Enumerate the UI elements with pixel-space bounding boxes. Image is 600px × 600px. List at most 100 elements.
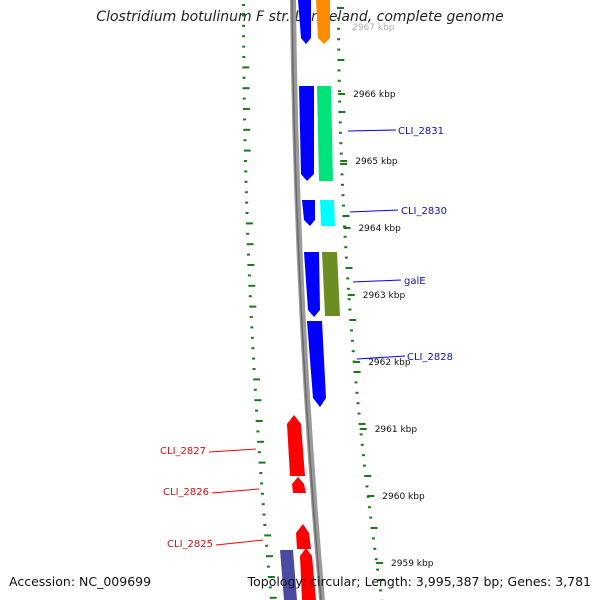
- gene-label-cli-2825: CLI_2825: [167, 539, 213, 550]
- gc-mark: [242, 45, 246, 48]
- scale-tick-label: 2964 kbp: [358, 224, 401, 234]
- gene-label-cli-2828: CLI_2828: [407, 352, 453, 363]
- gc-mark: [344, 246, 348, 249]
- gc-mark: [253, 388, 257, 391]
- gene-cli-2825: [296, 524, 311, 549]
- gc-mark: [367, 506, 371, 509]
- gc-mark: [340, 173, 344, 176]
- leader-line: [349, 209, 399, 213]
- scale-tick: [343, 227, 351, 229]
- scale-tick: [347, 294, 355, 296]
- gc-mark: [254, 399, 262, 402]
- gc-mark: [247, 274, 251, 277]
- gc-mark: [347, 298, 351, 301]
- cds-forward: [299, 86, 314, 181]
- gc-mark: [243, 149, 251, 152]
- cds-reverse-bottom: [300, 548, 316, 600]
- gc-mark: [357, 412, 361, 415]
- gene-cli-2826: [292, 477, 306, 493]
- scale-tick-label: 2963 kbp: [363, 291, 406, 301]
- gc-mark: [242, 108, 250, 110]
- gc-mark: [337, 90, 341, 93]
- gc-skew-left-track: [242, 4, 277, 599]
- gc-mark: [338, 111, 346, 113]
- gc-mark: [370, 527, 378, 529]
- gc-mark: [245, 201, 249, 204]
- gc-mark: [340, 183, 344, 186]
- gc-mark: [257, 451, 261, 454]
- scale-tick: [340, 160, 348, 162]
- gc-mark: [363, 464, 367, 467]
- scale-tick: [359, 428, 367, 430]
- cds-forward-top: [298, 0, 311, 44]
- gc-mark: [355, 391, 359, 394]
- gc-mark: [344, 256, 348, 259]
- accession-text: Accession: NC_009699: [9, 574, 152, 589]
- gc-mark: [263, 524, 267, 526]
- scale-tick-label-partial: 2967 kbp: [352, 23, 395, 33]
- gc-mark: [243, 118, 247, 121]
- gc-mark: [242, 97, 246, 100]
- gc-mark: [260, 482, 264, 485]
- gc-mark: [246, 243, 254, 246]
- gc-mark: [337, 17, 341, 20]
- gc-mark: [341, 194, 345, 197]
- gc-mark: [337, 48, 341, 51]
- gc-mark: [264, 534, 272, 537]
- gc-mark: [262, 513, 266, 516]
- gc-mark: [371, 537, 375, 540]
- gc-mark: [247, 264, 255, 266]
- gc-mark: [249, 316, 253, 318]
- gc-mark: [360, 443, 364, 446]
- cds-orange-top: [316, 0, 330, 44]
- gene-label-cli-2826: CLI_2826: [163, 487, 209, 498]
- scale-tick-label: 2962 kbp: [368, 358, 411, 368]
- gc-mark: [346, 277, 350, 280]
- gc-mark: [261, 503, 265, 506]
- gc-mark: [337, 59, 345, 61]
- gene-label-cli-2827: CLI_2827: [160, 446, 206, 457]
- scale-tick: [367, 495, 375, 497]
- gc-mark: [354, 381, 358, 384]
- gc-mark: [338, 100, 342, 103]
- gene-label-gale: galE: [404, 276, 426, 287]
- gene-gale: [322, 252, 340, 316]
- gc-mark: [373, 547, 377, 550]
- gc-mark: [242, 35, 246, 38]
- gc-mark: [361, 454, 365, 457]
- gc-mark: [244, 180, 248, 183]
- gc-mark: [356, 402, 360, 405]
- gc-mark: [343, 235, 347, 238]
- leader-line: [356, 355, 406, 360]
- genome-backbone: [290, 0, 325, 600]
- gc-mark: [349, 319, 357, 321]
- gc-mark: [248, 295, 252, 298]
- gc-mark: [242, 14, 246, 17]
- gc-mark: [348, 308, 352, 311]
- gc-mark: [345, 267, 353, 269]
- gc-mark: [267, 576, 275, 578]
- gc-mark: [351, 350, 355, 353]
- scale-tick: [376, 562, 384, 564]
- gc-mark: [376, 568, 380, 571]
- scale-tick: [338, 93, 346, 95]
- gc-mark: [242, 24, 246, 27]
- gc-mark: [379, 589, 383, 592]
- gc-mark: [266, 565, 270, 568]
- leader-line: [208, 448, 257, 453]
- gc-mark: [350, 339, 354, 342]
- gc-mark: [364, 475, 372, 477]
- gc-mark: [243, 128, 251, 131]
- gc-mark: [247, 253, 251, 256]
- gc-mark: [265, 544, 269, 547]
- gc-mark: [337, 27, 341, 30]
- scale-tick-label: 2959 kbp: [391, 559, 434, 569]
- gene-cli-2831: [317, 86, 333, 181]
- gene-label-cli-2831: CLI_2831: [398, 126, 444, 137]
- genome-summary-text: Topology: circular; Length: 3,995,387 bp…: [247, 574, 591, 589]
- leader-line: [215, 539, 264, 546]
- cds-forward: [307, 321, 326, 407]
- gc-mark: [337, 38, 341, 41]
- scale-tick-label: 2965 kbp: [355, 157, 398, 167]
